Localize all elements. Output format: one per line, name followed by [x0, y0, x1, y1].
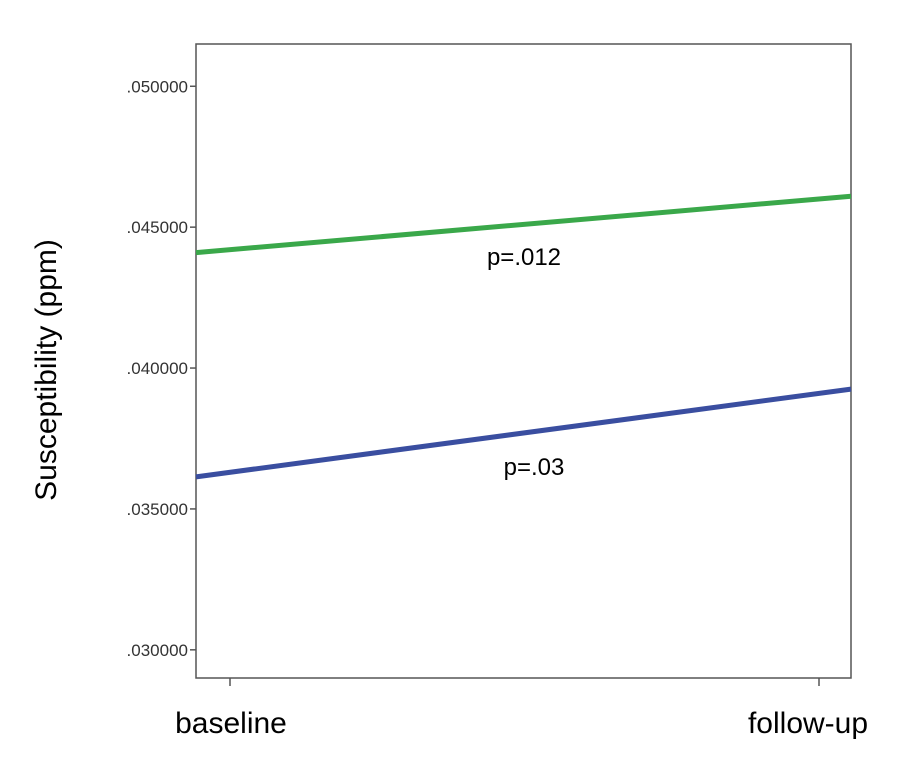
x-tick-label: follow-up: [748, 707, 868, 740]
x-tick-label: baseline: [175, 707, 287, 740]
y-tick: .030000: [127, 641, 196, 660]
y-axis-label: Susceptibility (ppm): [30, 239, 63, 501]
y-tick: .050000: [127, 77, 196, 96]
y-axis: .030000 .035000 .040000 .045000 .050000: [127, 77, 196, 660]
x-tick: follow-up: [748, 678, 868, 740]
y-tick-label: .030000: [127, 641, 188, 660]
y-tick: .045000: [127, 218, 196, 237]
series-line-blue: [195, 386, 852, 480]
y-tick-label: .050000: [127, 77, 188, 96]
x-tick: baseline: [175, 678, 287, 740]
y-tick-label: .040000: [127, 359, 188, 378]
p-value-annotation-blue: p=.03: [504, 454, 565, 481]
series-line-green: [195, 193, 852, 256]
x-axis: baseline follow-up: [175, 678, 868, 740]
y-tick-label: .035000: [127, 500, 188, 519]
plot-frame: [195, 43, 852, 679]
y-tick-label: .045000: [127, 218, 188, 237]
y-tick: .035000: [127, 500, 196, 519]
y-tick: .040000: [127, 359, 196, 378]
p-value-annotation-green: p=.012: [487, 244, 561, 271]
